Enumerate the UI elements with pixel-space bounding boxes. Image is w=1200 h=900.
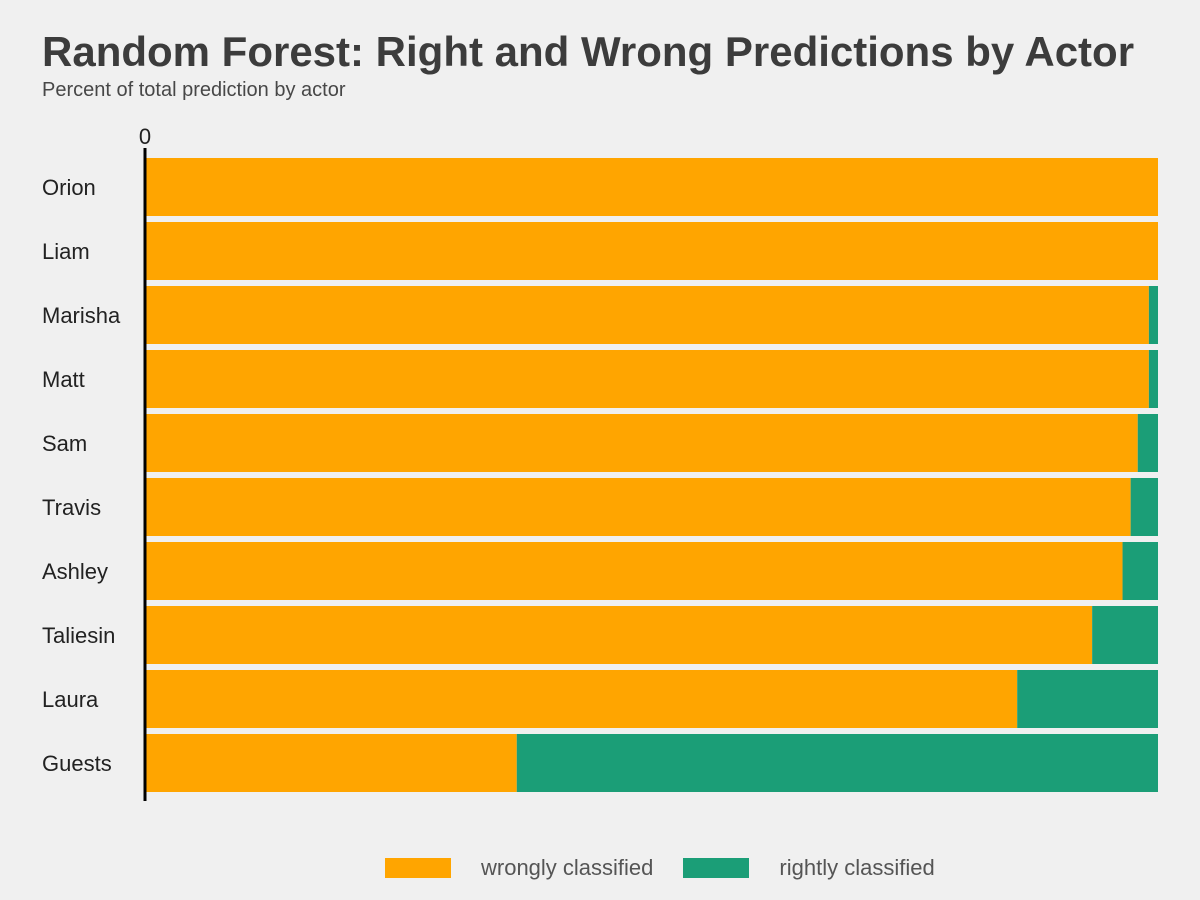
bar-marisha-rightly-classified [1148, 286, 1158, 344]
bar-ashley-rightly-classified [1122, 542, 1158, 600]
x-tick-label: 0 [139, 124, 151, 149]
bar-matt-wrongly-classified [145, 350, 1149, 408]
bar-sam-rightly-classified [1137, 414, 1158, 472]
legend-label-rightly-classified: rightly classified [779, 855, 935, 880]
chart-legend: wrongly classified rightly classified [385, 855, 965, 880]
category-label-taliesin: Taliesin [42, 623, 115, 648]
bar-guests-rightly-classified [516, 734, 1158, 792]
category-label-travis: Travis [42, 495, 101, 520]
bar-marisha-wrongly-classified [145, 286, 1149, 344]
category-label-marisha: Marisha [42, 303, 121, 328]
bar-laura-wrongly-classified [145, 670, 1018, 728]
bar-liam-wrongly-classified [145, 222, 1158, 280]
category-label-guests: Guests [42, 751, 112, 776]
bar-taliesin-wrongly-classified [145, 606, 1093, 664]
category-label-laura: Laura [42, 687, 99, 712]
bar-taliesin-rightly-classified [1092, 606, 1158, 664]
bar-travis-wrongly-classified [145, 478, 1131, 536]
category-label-sam: Sam [42, 431, 87, 456]
category-label-liam: Liam [42, 239, 90, 264]
bar-ashley-wrongly-classified [145, 542, 1123, 600]
category-label-orion: Orion [42, 175, 96, 200]
category-label-ashley: Ashley [42, 559, 108, 584]
category-label-matt: Matt [42, 367, 85, 392]
legend-label-wrongly-classified: wrongly classified [481, 855, 654, 880]
chart-subtitle: Percent of total prediction by actor [42, 79, 346, 101]
bar-orion-wrongly-classified [145, 158, 1158, 216]
bar-matt-rightly-classified [1148, 350, 1158, 408]
chart-title: Random Forest: Right and Wrong Predictio… [42, 28, 1135, 75]
bar-laura-rightly-classified [1017, 670, 1158, 728]
bar-guests-wrongly-classified [145, 734, 517, 792]
bar-sam-wrongly-classified [145, 414, 1138, 472]
bar-travis-rightly-classified [1130, 478, 1158, 536]
legend-swatch-wrongly-classified [385, 858, 451, 878]
legend-swatch-rightly-classified [683, 858, 750, 878]
